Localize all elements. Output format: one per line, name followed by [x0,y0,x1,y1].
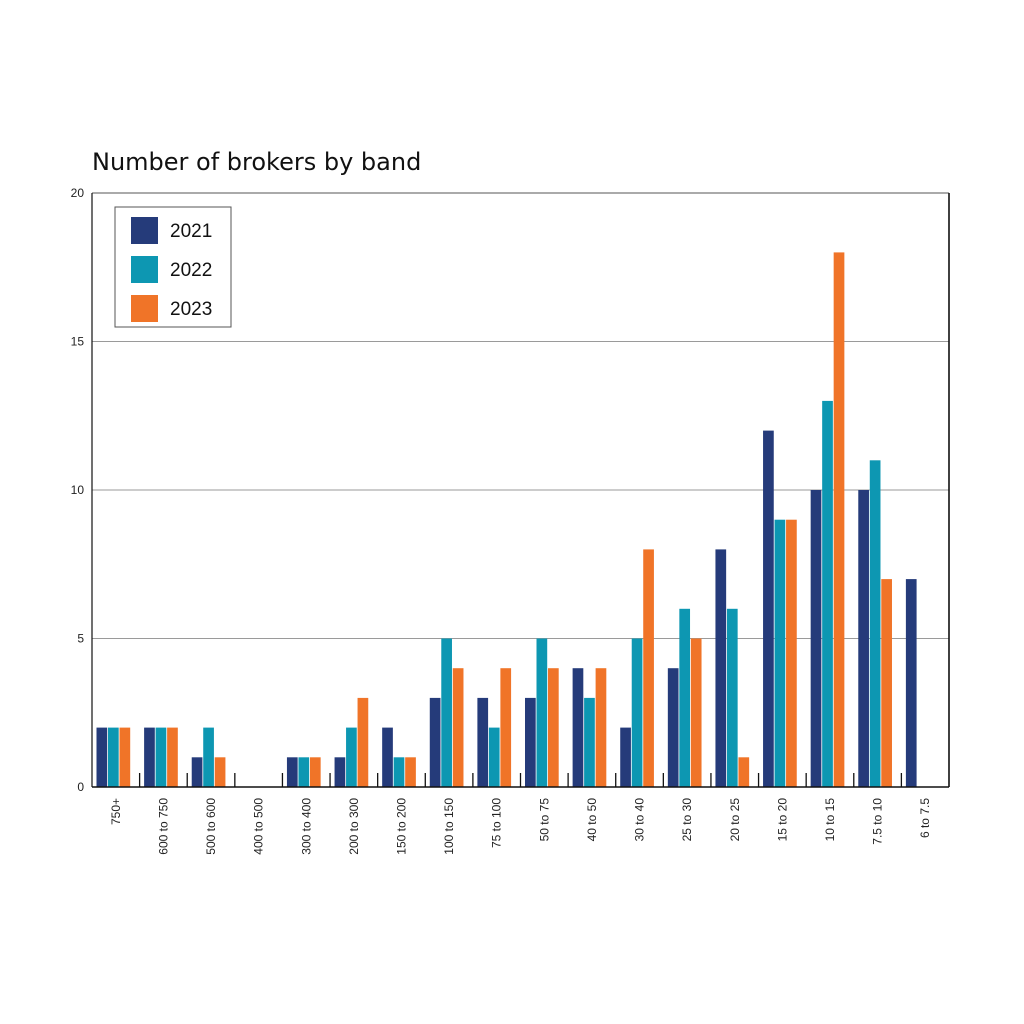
legend-label-2022: 2022 [170,260,212,281]
legend: 2021 2022 2023 [114,206,232,328]
x-tick-label: 150 to 200 [394,798,408,855]
bar-2023 [881,579,892,787]
bar-2023 [309,757,321,787]
x-tick-label: 75 to 100 [490,798,504,848]
x-tick-label: 40 to 50 [585,798,599,842]
bar-2023 [833,252,845,787]
y-tick-label: 15 [71,335,85,349]
x-tick-label: 600 to 750 [156,798,170,855]
bar-2021 [763,430,774,787]
x-tick-label: 200 to 300 [347,798,361,855]
bar-2021 [667,668,679,787]
bar-2023 [214,757,226,787]
y-tick-label: 5 [77,632,84,646]
bar-2021 [715,549,727,787]
legend-label-2023: 2023 [170,299,212,320]
bar-2022 [298,757,310,787]
bar-2021 [382,727,393,787]
bar-2022 [155,727,167,787]
tick-labels: 0 5 10 15 20 750+ 600 to 750 500 to 600 400 to 5… [71,186,933,855]
bar-2021 [286,757,298,787]
bar-2022 [346,727,357,787]
bar-2021 [429,697,441,787]
bar-2022 [774,519,786,787]
bar-2022 [203,727,214,787]
legend-swatch-2023 [131,295,158,322]
bar-2021 [905,579,917,787]
bar-2023 [357,697,369,787]
bar-2023 [500,668,512,787]
axes [91,193,950,788]
bar-2022 [631,638,643,787]
bar-2022 [441,638,452,787]
legend-label-2021: 2021 [170,221,212,242]
x-tick-label: 300 to 400 [299,798,313,855]
bar-2021 [525,697,536,787]
y-tick-label: 0 [77,780,84,794]
bar-2021 [191,757,203,787]
x-tick-label: 400 to 500 [252,798,266,855]
bar-2021 [96,727,108,787]
bar-2022 [726,608,738,787]
bar-2021 [144,727,155,787]
bar-2021 [477,697,489,787]
bar-2022 [869,460,881,787]
x-tick-label: 100 to 150 [442,798,456,855]
x-tick-label: 7.5 to 10 [871,798,885,845]
bar-2021 [334,757,346,787]
bar-2023 [167,727,178,787]
bar-2022 [822,400,833,787]
bar-2023 [452,668,464,787]
x-tick-label: 500 to 600 [204,798,218,855]
bar-2023 [786,519,797,787]
bar-2023 [405,757,416,787]
bar-2022 [536,638,548,787]
bar-2022 [584,697,595,787]
bar-2023 [595,668,607,787]
gridlines [92,192,949,639]
bar-2022 [488,727,500,787]
legend-swatch-2022 [131,256,158,283]
bar-2022 [108,727,119,787]
x-tick-label: 10 to 15 [823,798,837,842]
x-tick-label: 30 to 40 [633,798,647,842]
chart-title: Number of brokers by band [92,148,422,176]
legend-swatch-2021 [131,217,158,244]
bar-2023 [548,668,559,787]
bar-2022 [679,608,691,787]
x-tick-label: 6 to 7.5 [918,798,932,838]
x-tick-label: 750+ [109,798,123,825]
x-tick-label: 50 to 75 [537,798,551,842]
bar-2023 [119,727,131,787]
bar-2023 [738,757,750,787]
bar-2022 [393,757,405,787]
x-tick-label: 20 to 25 [728,798,742,842]
bar-2023 [690,638,702,787]
bars [96,252,917,787]
bar-2021 [572,668,584,787]
bar-2021 [858,490,869,787]
y-tick-label: 20 [71,186,85,200]
y-tick-label: 10 [71,483,85,497]
bar-2021 [620,727,631,787]
bar-2023 [643,549,654,787]
x-tick-label: 25 to 30 [680,798,694,842]
bar-2021 [810,490,822,787]
x-tick-label: 15 to 20 [775,798,789,842]
